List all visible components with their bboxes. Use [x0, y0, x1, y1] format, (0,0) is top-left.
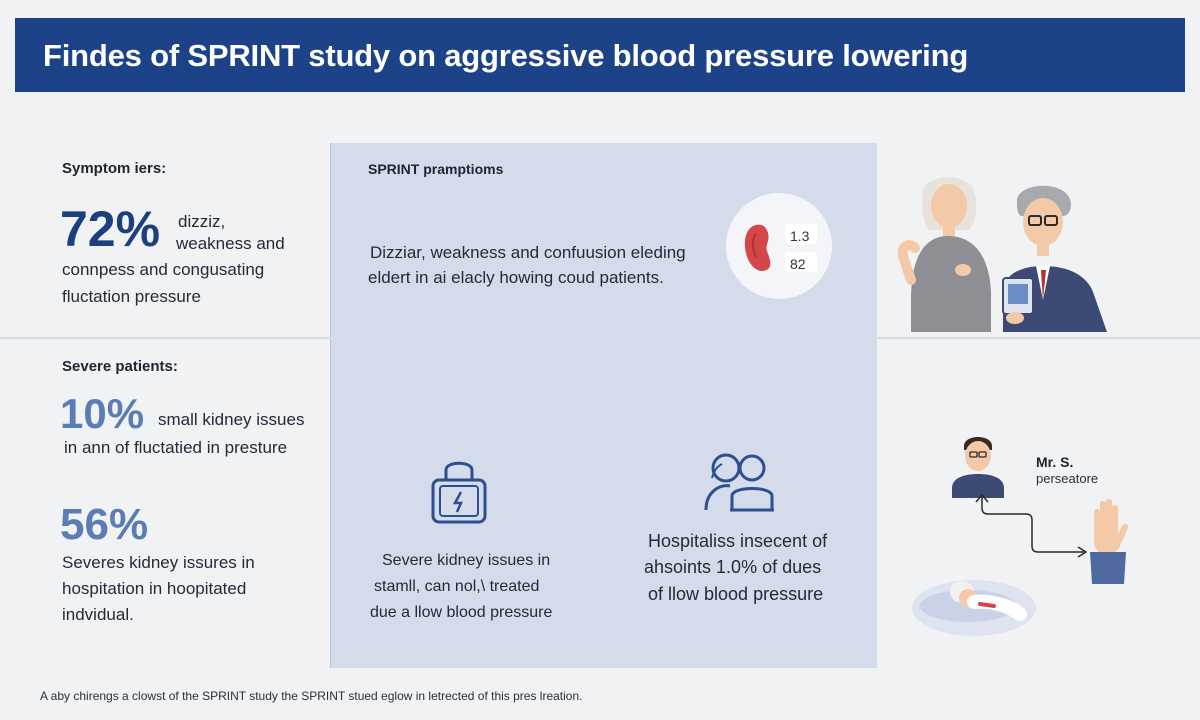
- card2-line1: Hospitaliss insecent of: [648, 531, 828, 551]
- stat-56: 56%: [60, 500, 149, 549]
- center-title: SPRINT pramptioms: [368, 161, 504, 177]
- card1-line3: due a llow blood pressure: [370, 604, 553, 621]
- stat-56-line2: hospitation in hoopitated: [62, 579, 247, 598]
- footer-note: A aby chirengs a clowst of the SPRINT st…: [40, 689, 583, 703]
- card1-line2: stamll, can nol,\ treated: [374, 578, 540, 595]
- stat-72-line4: fluctation pressure: [62, 287, 201, 306]
- person-name: Mr. S.: [1036, 454, 1074, 470]
- symptoms-label: Symptom iers:: [62, 160, 167, 177]
- patient-in-bed-illustration: [912, 580, 1036, 636]
- stat-56-line1: Severes kidney issures in: [62, 553, 255, 572]
- stat-10: 10%: [60, 390, 145, 437]
- card2-line3: of llow blood pressure: [648, 584, 824, 604]
- bp-top: 1.3: [790, 228, 810, 244]
- patient-avatar: [952, 437, 1004, 498]
- stat-56-line3: indvidual.: [62, 605, 134, 624]
- stat-10-line1: small kidney issues: [158, 410, 305, 429]
- card1-line1: Severe kidney issues in: [382, 552, 551, 569]
- connector-arrow: [975, 493, 1088, 558]
- stat-72-line1: dizziz,: [178, 212, 226, 231]
- stat-72-line2: weakness and: [176, 234, 285, 253]
- page-title: Findes of SPRINT study on aggressive blo…: [43, 38, 969, 73]
- people-icon: [704, 453, 774, 512]
- stat-10-line2: in ann of fluctatied in presture: [64, 438, 288, 457]
- elderly-couple-illustration: [897, 177, 1107, 332]
- kidney-icon: [744, 224, 817, 272]
- center-line2: eldert in ai elacly howing coud patients…: [368, 268, 664, 287]
- hand-icon: [1090, 499, 1129, 584]
- lock-icon: [431, 461, 487, 524]
- stat-72-line3: connpess and congusating: [62, 260, 265, 279]
- title-banner: Findes of SPRINT study on aggressive blo…: [15, 18, 1185, 92]
- panel-edge: [330, 143, 331, 668]
- card2-line2: ahsoints 1.0% of dues: [644, 557, 822, 577]
- section-divider: [0, 337, 1200, 339]
- kidney-badge: [726, 193, 832, 299]
- bp-bottom: 82: [790, 256, 806, 272]
- person-role: perseatore: [1036, 471, 1099, 486]
- stat-72: 72%: [60, 201, 161, 257]
- center-line1: Dizziar, weakness and confuusion eleding: [370, 243, 686, 262]
- severe-patients-label: Severe patients:: [62, 358, 178, 375]
